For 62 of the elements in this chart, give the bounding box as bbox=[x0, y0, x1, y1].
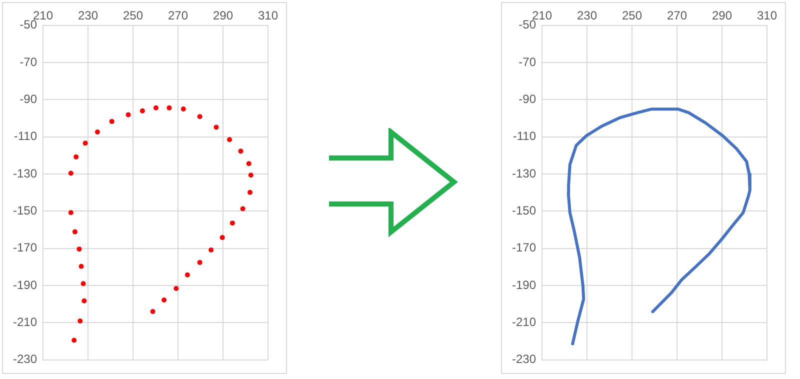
y-tick-label: -210 bbox=[12, 314, 38, 329]
point bbox=[68, 210, 74, 216]
y-tick-label: -90 bbox=[518, 92, 536, 106]
point bbox=[78, 264, 84, 269]
x-tick-label: 230 bbox=[577, 8, 598, 23]
point bbox=[68, 170, 74, 176]
point bbox=[214, 124, 219, 130]
point bbox=[80, 281, 86, 286]
point bbox=[197, 260, 202, 265]
y-tick-label: -170 bbox=[12, 240, 38, 255]
y-tick-label: -190 bbox=[512, 278, 536, 292]
point bbox=[220, 235, 225, 240]
y-tick-label: -190 bbox=[12, 278, 38, 292]
y-tick-label: -130 bbox=[12, 166, 38, 180]
y-tick-label: -90 bbox=[20, 92, 38, 106]
point bbox=[208, 248, 214, 253]
y-tick-label: -110 bbox=[512, 129, 536, 144]
point bbox=[166, 105, 172, 110]
point bbox=[72, 338, 77, 343]
point bbox=[153, 105, 158, 110]
point bbox=[184, 272, 190, 278]
y-tick-label: -150 bbox=[12, 203, 38, 218]
point bbox=[109, 118, 114, 124]
x-tick-label: 310 bbox=[756, 8, 778, 23]
point bbox=[227, 137, 232, 142]
y-tick-label: -170 bbox=[512, 240, 536, 255]
y-tick-label: -150 bbox=[512, 203, 536, 218]
point bbox=[94, 130, 100, 135]
point bbox=[82, 298, 87, 304]
y-tick-label: -210 bbox=[512, 314, 536, 329]
x-tick-label: 270 bbox=[666, 8, 688, 23]
point bbox=[180, 106, 186, 112]
y-tick-label: -230 bbox=[12, 352, 38, 366]
y-tick-label: -110 bbox=[14, 129, 38, 144]
point bbox=[246, 161, 252, 166]
point bbox=[150, 309, 156, 314]
point bbox=[230, 220, 235, 226]
point bbox=[197, 114, 202, 120]
point bbox=[82, 140, 88, 146]
x-tick-label: 290 bbox=[212, 8, 234, 23]
point bbox=[72, 229, 78, 234]
y-tick-label: -130 bbox=[512, 166, 536, 180]
x-tick-label: 230 bbox=[78, 8, 98, 23]
x-tick-label: 250 bbox=[622, 8, 642, 23]
point bbox=[140, 108, 145, 114]
point bbox=[126, 112, 131, 118]
point bbox=[78, 318, 83, 324]
x-tick-label: 310 bbox=[258, 8, 278, 23]
point bbox=[248, 172, 254, 178]
point bbox=[74, 154, 79, 160]
y-tick-label: -70 bbox=[20, 54, 38, 69]
point bbox=[238, 148, 244, 154]
point bbox=[240, 206, 246, 212]
y-tick-label: -70 bbox=[518, 54, 536, 69]
x-tick-label: 270 bbox=[168, 8, 188, 23]
x-tick-label: 250 bbox=[122, 8, 144, 23]
y-tick-label: -230 bbox=[512, 352, 536, 366]
x-tick-label: 290 bbox=[712, 8, 732, 23]
point bbox=[174, 286, 179, 291]
point bbox=[76, 246, 82, 252]
point bbox=[162, 297, 167, 302]
point bbox=[248, 190, 252, 195]
